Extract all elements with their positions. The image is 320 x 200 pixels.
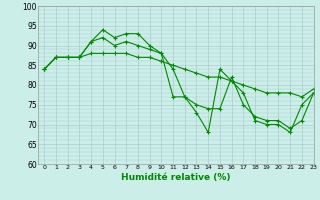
X-axis label: Humidité relative (%): Humidité relative (%): [121, 173, 231, 182]
